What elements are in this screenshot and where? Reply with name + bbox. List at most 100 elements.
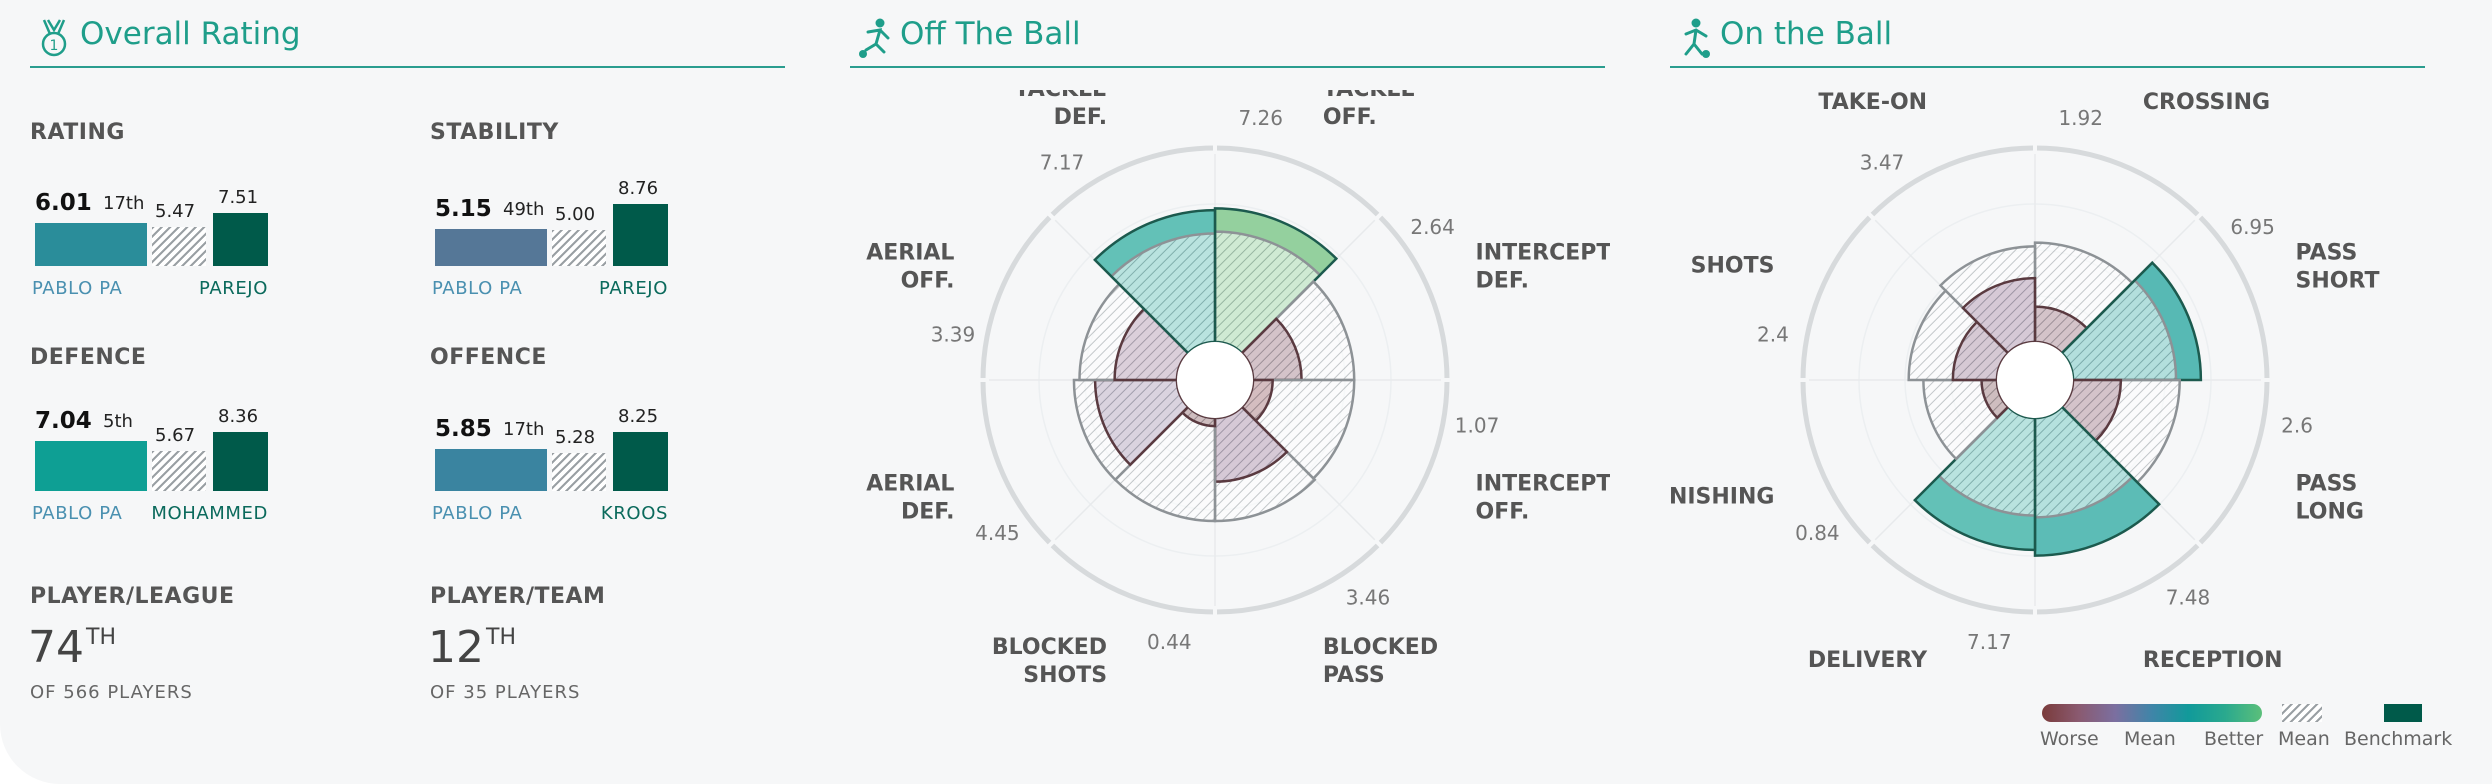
player-running-icon <box>859 18 890 58</box>
ring-gap <box>1373 538 1385 550</box>
ring-gap <box>1045 210 1057 222</box>
category-label: RECEPTION <box>2143 648 2283 673</box>
category-label: SHOTS <box>1691 253 1775 278</box>
overall-rating-header: 1 Overall Rating <box>30 8 785 68</box>
block-label: DEFENCE <box>30 345 147 370</box>
value-label: 2.64 <box>1410 215 1455 239</box>
mean-value: 5.47 <box>155 201 196 223</box>
benchmark-bar <box>213 431 268 491</box>
legend-worse: Worse <box>2040 728 2099 750</box>
player-value: 5.85 <box>435 416 492 443</box>
benchmark-bar <box>613 432 668 491</box>
ring-gap <box>2193 538 2205 550</box>
mean-bar <box>152 227 206 266</box>
mean-bar <box>552 453 606 491</box>
legend-better: Better <box>2204 728 2264 750</box>
benchmark-value: 8.36 <box>218 405 259 427</box>
player-rank: 17th <box>103 193 145 215</box>
player-league-rank: 74TH <box>28 622 116 673</box>
block-label: STABILITY <box>430 120 559 145</box>
legend-benchmark: Benchmark <box>2344 728 2453 750</box>
category-label: AERIAL DEF. <box>866 472 954 525</box>
category-label: DELIVERY <box>1808 648 1928 673</box>
category-label: TAKE-ON <box>1818 90 1927 115</box>
benchmark-name: KROOS <box>600 503 668 524</box>
player-dribbling-icon <box>1684 18 1710 58</box>
player-bar <box>35 440 147 491</box>
svg-text:1: 1 <box>50 38 59 54</box>
benchmark-name: PAREJO <box>199 278 268 299</box>
on-ball-title: On the Ball <box>1720 16 1893 52</box>
center-hole <box>1177 342 1253 418</box>
legend-mean-swatch <box>2282 704 2322 722</box>
player-bar <box>435 449 547 491</box>
on-ball-radar-chart: 1.92 CROSSING 6.95 PASS SHORT 2.6 PASS LONG 7.48… <box>1670 90 2380 673</box>
benchmark-value: 8.25 <box>618 406 659 428</box>
ring-gap <box>1865 538 1877 550</box>
on-ball-header: On the Ball <box>1670 8 2425 68</box>
ring-gap <box>1373 210 1385 222</box>
player-name: PABLO PA <box>32 503 123 524</box>
overall-rating-title: Overall Rating <box>80 16 301 52</box>
block-label: RATING <box>30 120 125 145</box>
category-label: BLOCKED PASS <box>1323 635 1438 688</box>
category-label: INTERCEPT OFF. <box>1476 472 1610 525</box>
legend-benchmark-swatch <box>2384 704 2422 722</box>
player-league-sub: OF 566 PLAYERS <box>30 682 193 703</box>
benchmark-value: 7.51 <box>218 186 259 208</box>
player-rank: 17th <box>503 419 545 441</box>
mean-bar <box>552 230 606 266</box>
category-label: PASS LONG <box>2296 472 2364 525</box>
value-label: 6.95 <box>2230 215 2275 239</box>
legend-mean-hatch: Mean <box>2278 728 2330 750</box>
ring-gap <box>1045 538 1057 550</box>
player-league-label: PLAYER/LEAGUE <box>30 584 235 609</box>
benchmark-bar <box>213 212 268 266</box>
player-team-label: PLAYER/TEAM <box>430 584 606 609</box>
category-label: INTERCEPT DEF. <box>1476 240 1610 293</box>
medal-icon: 1 <box>41 19 67 57</box>
category-label: TACKLEOFF. <box>1323 90 1416 130</box>
mean-value: 5.00 <box>555 204 596 226</box>
value-label: 7.17 <box>1040 150 1085 174</box>
value-label: 7.48 <box>2166 586 2211 610</box>
value-label: 2.6 <box>2281 414 2313 438</box>
block-label: OFFENCE <box>430 345 547 370</box>
benchmark-name: PAREJO <box>599 278 668 299</box>
player-rank: 5th <box>103 410 133 432</box>
off-ball-header: Off The Ball <box>850 8 1605 68</box>
player-bar <box>435 229 547 266</box>
category-label: PASS SHORT <box>2296 240 2380 293</box>
value-label: 7.26 <box>1238 106 1283 130</box>
category-label: TACKLEDEF. <box>1015 90 1108 130</box>
value-label: 4.45 <box>975 521 1020 545</box>
player-value: 7.04 <box>35 407 92 434</box>
category-label: BLOCKED SHOTS <box>992 635 1107 688</box>
value-label: 3.39 <box>931 322 976 346</box>
player-rank: 49th <box>503 199 545 221</box>
player-team-sub: OF 35 PLAYERS <box>430 682 581 703</box>
player-value: 6.01 <box>35 190 92 217</box>
category-label: FINISHING <box>1670 485 1774 510</box>
center-hole <box>1997 342 2073 418</box>
benchmark-name: MOHAMMED <box>151 503 268 524</box>
mean-value: 5.67 <box>155 424 196 446</box>
value-label: 7.17 <box>1967 630 2012 654</box>
mean-value: 5.28 <box>555 427 596 449</box>
value-label: 3.46 <box>1346 586 1391 610</box>
ring-gap <box>1865 210 1877 222</box>
player-name: PABLO PA <box>432 503 523 524</box>
player-value: 5.15 <box>435 196 492 223</box>
ring-gap <box>2193 210 2205 222</box>
player-name: PABLO PA <box>32 278 123 299</box>
mean-bar <box>152 450 206 491</box>
value-label: 3.47 <box>1860 150 1905 174</box>
off-ball-title: Off The Ball <box>900 16 1081 52</box>
benchmark-value: 8.76 <box>618 177 659 199</box>
benchmark-bar <box>613 203 668 266</box>
value-label: 1.07 <box>1455 414 1500 438</box>
legend-mean: Mean <box>2124 728 2176 750</box>
value-label: 1.92 <box>2058 106 2103 130</box>
